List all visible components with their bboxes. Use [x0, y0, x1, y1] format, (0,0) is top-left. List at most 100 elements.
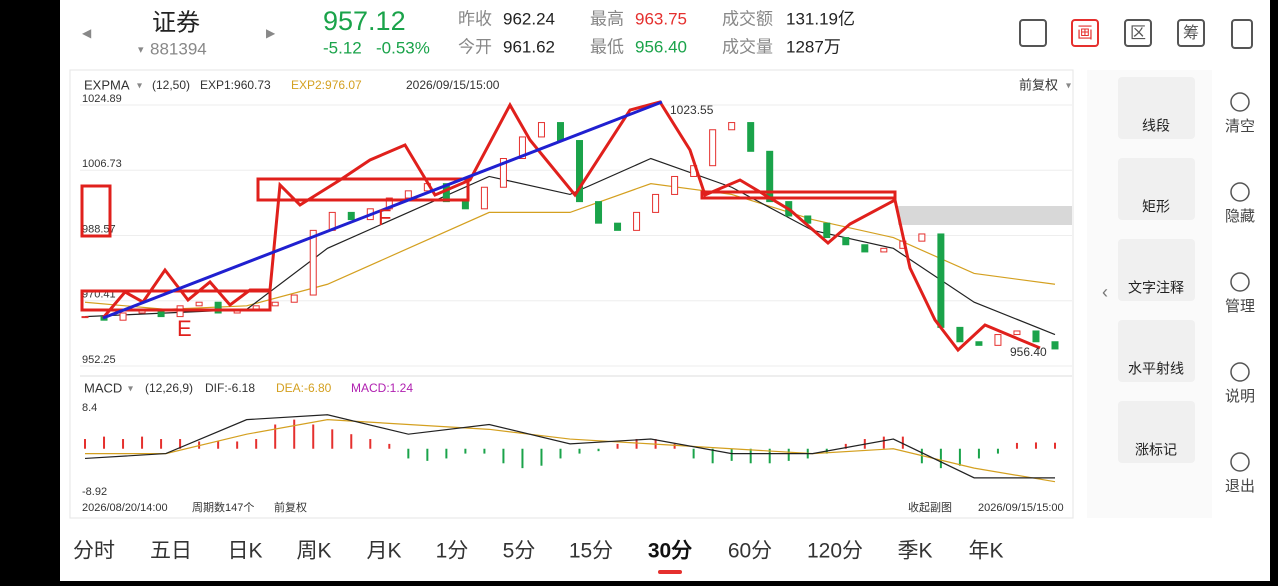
candle [556, 122, 564, 142]
candle [404, 190, 412, 199]
tab[interactable]: 季K [897, 540, 932, 563]
footer-count: 周期数147个 [192, 501, 254, 514]
tab[interactable]: 分时 [73, 540, 115, 563]
candle [537, 122, 545, 138]
annotation-e: E [177, 316, 192, 341]
tab[interactable]: 5分 [503, 540, 536, 563]
side-icon[interactable] [1230, 452, 1250, 472]
collapse[interactable]: 收起副图 [908, 500, 952, 514]
header-button[interactable] [1071, 19, 1099, 47]
stat-label: 昨收 [458, 9, 492, 28]
side-icon[interactable] [1230, 362, 1250, 382]
stat-value: 961.62 [503, 37, 555, 56]
tool-button[interactable] [1118, 401, 1195, 463]
stat-label: 最高 [590, 9, 624, 28]
stat-label: 成交额 [722, 9, 773, 28]
candle [956, 326, 964, 343]
y-tick-label: 1006.73 [82, 158, 122, 170]
tab[interactable]: 五日 [150, 540, 192, 563]
side-label[interactable]: 清空 [1225, 118, 1255, 135]
trend-line [102, 100, 663, 320]
candle [614, 222, 622, 231]
candle [214, 301, 222, 314]
y-tick-label: 8.4 [82, 402, 97, 414]
y-tick-label: 952.25 [82, 354, 116, 366]
tab[interactable]: 15分 [569, 540, 613, 563]
candle [518, 136, 526, 160]
dea-label: DEA:-6.80 [276, 381, 332, 395]
candle [709, 129, 717, 167]
phone-button[interactable] [1231, 19, 1253, 49]
dropdown-icon[interactable]: ▾ [138, 44, 144, 56]
candle [937, 233, 945, 328]
side-icon[interactable] [1230, 92, 1250, 112]
candle [747, 122, 755, 152]
params: (12,50) [152, 78, 190, 92]
tool-button[interactable] [1118, 77, 1195, 139]
candle [290, 294, 298, 303]
prev-arrow[interactable]: ◀ [82, 26, 92, 40]
stat-value: 956.40 [635, 37, 687, 56]
next-arrow[interactable]: ▶ [266, 26, 276, 40]
tool-label[interactable]: 水平射线 [1128, 361, 1184, 377]
side-label[interactable]: 隐藏 [1225, 208, 1255, 225]
stat-value: 131.19亿 [786, 9, 855, 28]
candle [461, 201, 469, 210]
side-icon[interactable] [1230, 272, 1250, 292]
side-label[interactable]: 管理 [1225, 298, 1255, 315]
tab[interactable]: 60分 [728, 540, 772, 563]
tool-label[interactable]: 矩形 [1142, 199, 1170, 215]
tool-label[interactable]: 线段 [1142, 118, 1170, 134]
stat-value: 963.75 [635, 9, 687, 28]
side-label[interactable]: 说明 [1225, 388, 1255, 405]
tab[interactable]: 周K [296, 540, 331, 563]
header-button[interactable] [1177, 19, 1205, 47]
menu-button[interactable] [1019, 19, 1047, 47]
ema-line [84, 183, 1056, 311]
dropdown-icon: ▾ [128, 384, 133, 395]
collapse-arrow[interactable]: ‹ [1102, 282, 1108, 302]
stock-name: 证券 [152, 9, 200, 36]
candle [119, 312, 127, 321]
candle [309, 229, 317, 296]
header-button-label[interactable]: 画 [1077, 25, 1093, 42]
high-label: 1023.55 [670, 103, 714, 117]
dif-line [84, 414, 1055, 479]
tab[interactable]: 120分 [807, 540, 863, 563]
change: -5.12 [323, 38, 362, 57]
footer-start: 2026/08/20/14:00 [82, 502, 168, 514]
tab[interactable]: 月K [366, 540, 401, 563]
dropdown-icon: ▾ [137, 81, 142, 92]
header-button-label[interactable]: 区 [1130, 25, 1146, 42]
tool-button[interactable] [1118, 239, 1195, 301]
y-tick-label: 1024.89 [82, 93, 122, 105]
candle [994, 334, 1002, 346]
tab[interactable]: 年K [968, 540, 1003, 563]
side-label[interactable]: 退出 [1225, 478, 1255, 495]
date: 2026/09/15/15:00 [406, 78, 500, 92]
tab[interactable]: 1分 [436, 540, 469, 563]
side-icon[interactable] [1230, 182, 1250, 202]
candle [195, 301, 203, 307]
price: 957.12 [323, 6, 406, 36]
tool-label[interactable]: 涨标记 [1135, 442, 1177, 458]
tab[interactable]: 日K [227, 540, 262, 563]
tool-button[interactable] [1118, 320, 1195, 382]
macd-indicator[interactable]: MACD [84, 380, 122, 395]
header-button[interactable] [1124, 19, 1152, 47]
footer-adjust: 前复权 [274, 500, 307, 514]
tool-label[interactable]: 文字注释 [1128, 280, 1184, 296]
indicator[interactable]: EXPMA [84, 77, 130, 92]
header-button-label[interactable]: 筹 [1183, 24, 1199, 42]
stock-code: 881394 [150, 39, 207, 58]
candle [1051, 341, 1059, 350]
candle [823, 222, 831, 239]
tab[interactable]: 30分 [648, 540, 692, 563]
adjust[interactable]: 前复权 [1019, 77, 1058, 92]
stat-label: 成交量 [722, 37, 773, 56]
tab-indicator [658, 570, 682, 574]
tool-button[interactable] [1118, 158, 1195, 220]
footer-end: 2026/09/15/15:00 [978, 502, 1064, 514]
candle [595, 201, 603, 224]
